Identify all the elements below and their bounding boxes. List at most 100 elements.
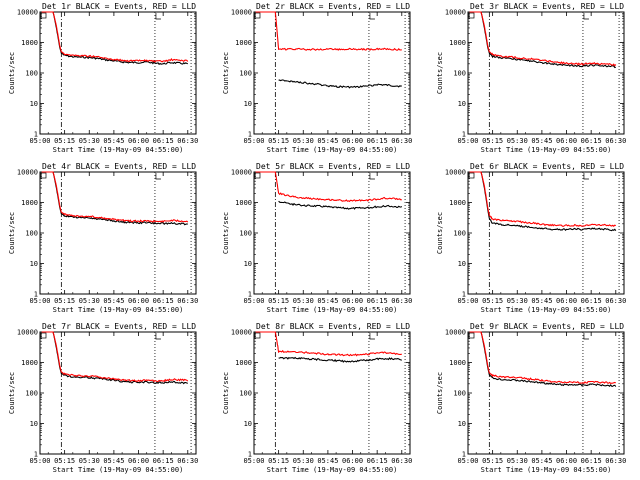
x-tick-label: 06:00 <box>128 137 149 145</box>
start-marker <box>254 12 261 19</box>
series-line-lld <box>41 11 189 63</box>
end-marker <box>583 13 589 20</box>
x-tick-label: 06:00 <box>556 297 577 305</box>
detector-panel-2: Det 2r BLACK = Events, RED = LLD 1 10 100 10… <box>222 2 412 154</box>
x-tick-label: 06:30 <box>605 297 626 305</box>
x-axis-label: Start Time (19-May-09 04:55:00) <box>267 306 398 314</box>
series-line-events <box>469 11 616 69</box>
x-tick-label: 06:30 <box>177 457 198 465</box>
x-tick-label: 05:00 <box>29 297 50 305</box>
series-line-lld <box>469 11 617 67</box>
x-tick-label: 05:30 <box>507 457 528 465</box>
y-tick-label: 1000 <box>21 39 38 47</box>
x-tick-label: 05:30 <box>79 297 100 305</box>
panel-title: Det 2r BLACK = Events, RED = LLD <box>256 2 410 11</box>
y-tick-label: 100 <box>453 70 466 78</box>
y-tick-label: 100 <box>453 390 466 398</box>
series-line-lld <box>41 331 189 383</box>
x-axis-label: Start Time (19-May-09 04:55:00) <box>481 306 612 314</box>
y-tick-label: 10000 <box>445 9 466 17</box>
x-tick-label: 06:15 <box>153 457 174 465</box>
x-tick-label: 06:15 <box>581 457 602 465</box>
end-marker <box>583 173 589 180</box>
series-line-lld <box>469 331 617 385</box>
y-tick-label: 10 <box>244 420 252 428</box>
start-marker <box>468 172 475 179</box>
start-marker <box>40 332 47 339</box>
x-axis-label: Start Time (19-May-09 04:55:00) <box>53 146 184 154</box>
start-marker <box>40 172 47 179</box>
x-tick-label: 06:00 <box>556 137 577 145</box>
y-tick-label: 1 <box>248 451 252 459</box>
y-tick-label: 100 <box>239 390 252 398</box>
y-tick-label: 1 <box>34 131 38 139</box>
y-tick-label: 1 <box>248 291 252 299</box>
y-tick-label: 1000 <box>449 39 466 47</box>
plot-frame <box>39 331 197 455</box>
y-tick-label: 1000 <box>235 39 252 47</box>
x-tick-label: 05:45 <box>103 457 124 465</box>
plot-frame <box>253 331 411 455</box>
x-tick-label: 05:45 <box>317 137 338 145</box>
start-marker <box>468 12 475 19</box>
x-tick-label: 05:15 <box>268 457 289 465</box>
detector-panel-5: Det 5r BLACK = Events, RED = LLD 1 10 100 10… <box>222 162 412 314</box>
start-marker <box>40 12 47 19</box>
end-marker <box>369 173 375 180</box>
y-tick-label: 10000 <box>231 329 252 337</box>
x-tick-label: 05:30 <box>293 297 314 305</box>
series-line-lld <box>469 171 617 227</box>
y-tick-label: 10000 <box>17 329 38 337</box>
end-marker <box>583 333 589 340</box>
detector-panel-1: Det 1r BLACK = Events, RED = LLD 1 10 100 10… <box>8 2 198 154</box>
y-tick-label: 1000 <box>21 359 38 367</box>
series-line-events <box>41 171 188 226</box>
x-tick-label: 05:15 <box>268 297 289 305</box>
y-axis-label: Counts/sec <box>436 52 444 94</box>
x-tick-label: 05:00 <box>457 297 478 305</box>
series-line-lld <box>255 11 402 51</box>
x-tick-label: 06:30 <box>605 137 626 145</box>
x-tick-label: 05:00 <box>29 457 50 465</box>
y-tick-label: 100 <box>25 390 38 398</box>
x-tick-label: 06:15 <box>367 457 388 465</box>
y-axis-label: Counts/sec <box>222 52 230 94</box>
x-tick-label: 05:00 <box>243 297 264 305</box>
y-tick-label: 100 <box>239 70 252 78</box>
x-tick-label: 05:30 <box>507 137 528 145</box>
detector-panel-7: Det 7r BLACK = Events, RED = LLD 1 10 100 10… <box>8 322 198 474</box>
y-tick-label: 10 <box>30 260 38 268</box>
plot-frame <box>467 171 625 295</box>
detector-panel-3: Det 3r BLACK = Events, RED = LLD 1 10 100 10… <box>436 2 626 154</box>
detector-panel-4: Det 4r BLACK = Events, RED = LLD 1 10 100 10… <box>8 162 198 314</box>
y-tick-label: 10000 <box>17 169 38 177</box>
x-tick-label: 05:15 <box>54 457 75 465</box>
y-tick-label: 100 <box>25 230 38 238</box>
series-line-events <box>278 79 402 89</box>
series-line-events <box>469 171 617 232</box>
x-tick-label: 05:00 <box>457 137 478 145</box>
y-tick-label: 1 <box>34 451 38 459</box>
x-tick-label: 06:15 <box>581 297 602 305</box>
series-line-events <box>41 11 189 66</box>
x-tick-label: 05:00 <box>457 457 478 465</box>
y-axis-label: Counts/sec <box>8 52 16 94</box>
panel-title: Det 1r BLACK = Events, RED = LLD <box>42 2 196 11</box>
panel-title: Det 3r BLACK = Events, RED = LLD <box>470 2 624 11</box>
series-line-lld <box>255 171 402 203</box>
end-marker <box>369 333 375 340</box>
y-axis-label: Counts/sec <box>436 372 444 414</box>
y-tick-label: 10000 <box>231 169 252 177</box>
panel-title: Det 4r BLACK = Events, RED = LLD <box>42 162 196 171</box>
detector-panel-9: Det 9r BLACK = Events, RED = LLD 1 10 100 10… <box>436 322 626 474</box>
x-axis-label: Start Time (19-May-09 04:55:00) <box>267 466 398 474</box>
y-axis-label: Counts/sec <box>222 372 230 414</box>
x-tick-label: 05:30 <box>293 457 314 465</box>
x-tick-label: 05:45 <box>103 137 124 145</box>
plot-frame <box>39 11 197 135</box>
x-tick-label: 05:30 <box>293 137 314 145</box>
plot-frame <box>467 11 625 135</box>
y-tick-label: 1 <box>462 131 466 139</box>
x-tick-label: 05:00 <box>243 457 264 465</box>
